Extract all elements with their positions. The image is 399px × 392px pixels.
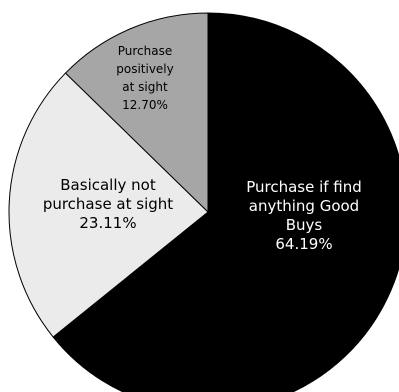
slice-label-line-0-1: anything Good — [249, 197, 359, 215]
slice-label-0: Purchase if find anything Good Buys 64.19% — [246, 178, 362, 253]
slice-label-line-0-0: Purchase if find — [246, 178, 362, 196]
slice-label-line-2-1: positively — [116, 62, 174, 76]
slice-label-line-1-1: purchase at sight — [43, 195, 173, 213]
slice-label-line-2-2: at sight — [122, 80, 168, 94]
pie-slice-0 — [52, 12, 399, 392]
pie-slice-1 — [8, 72, 209, 338]
slice-label-1: Basically not purchase at sight 23.11% — [43, 176, 173, 232]
pie-slices — [8, 12, 399, 392]
pie-labels: Purchase if find anything Good Buys 64.19%B… — [43, 44, 362, 253]
slice-percent-2: 12.70% — [122, 98, 168, 112]
slice-label-line-1-0: Basically not — [60, 176, 156, 194]
slice-percent-0: 64.19% — [275, 235, 332, 253]
slice-label-line-0-2: Buys — [286, 216, 323, 234]
slice-label-2: Purchase positively at sight 12.70% — [116, 44, 174, 112]
pie-slice-2 — [64, 12, 209, 214]
slice-percent-1: 23.11% — [79, 214, 136, 232]
slice-label-line-2-0: Purchase — [118, 44, 173, 58]
